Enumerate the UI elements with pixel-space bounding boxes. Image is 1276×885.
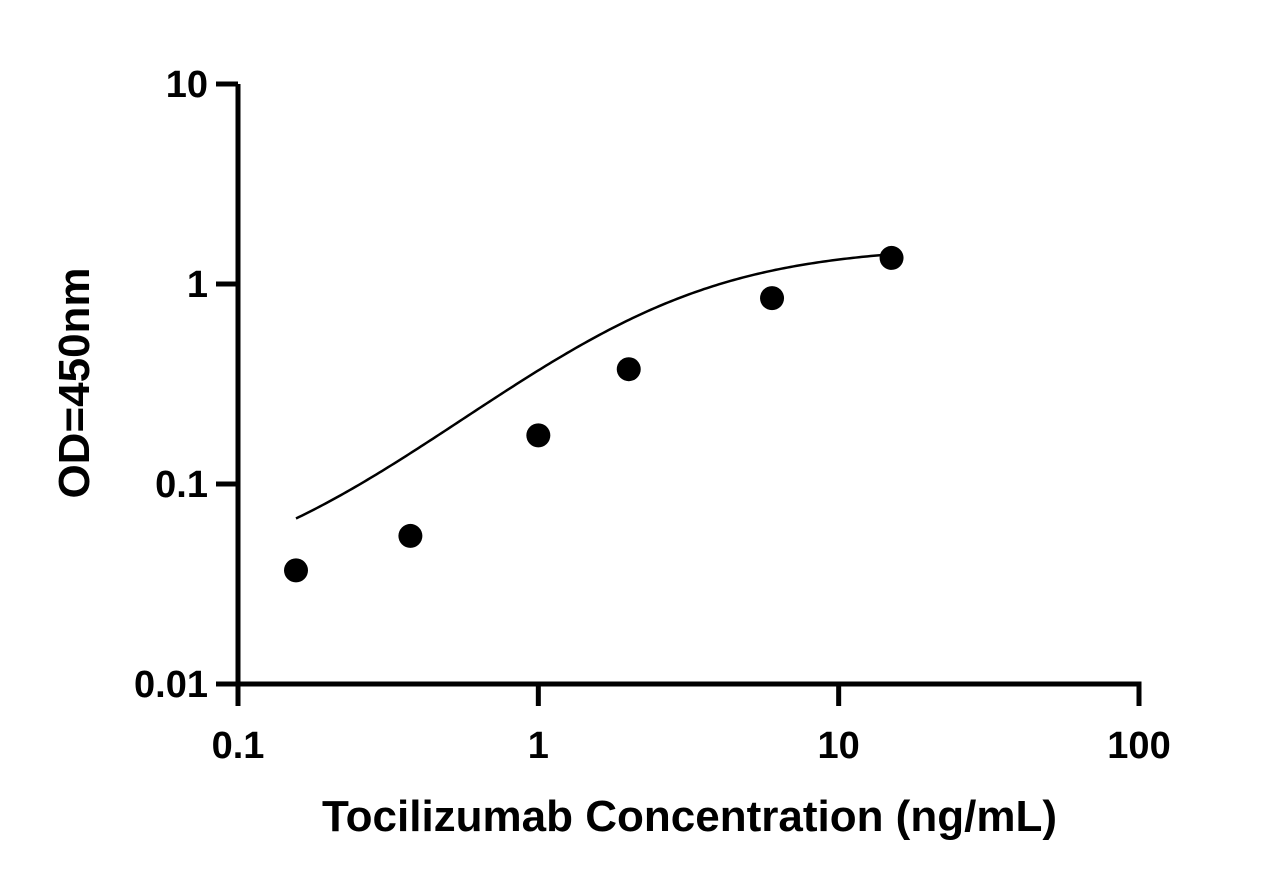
y-axis-title: OD=450nm <box>50 267 99 498</box>
y-tick-label: 10 <box>166 64 208 106</box>
data-point <box>398 523 423 548</box>
y-tick-label: 0.01 <box>134 664 208 706</box>
fit-curve <box>295 252 892 520</box>
x-tick-label: 100 <box>1107 725 1170 767</box>
data-point <box>879 245 904 270</box>
x-tick-label: 0.1 <box>212 725 265 767</box>
y-tick-label: 1 <box>187 264 208 306</box>
data-point <box>526 423 551 448</box>
x-axis-title: Tocilizumab Concentration (ng/mL) <box>322 792 1057 841</box>
y-tick-label: 0.1 <box>155 464 208 506</box>
axes <box>235 84 1142 687</box>
x-tick-label: 10 <box>818 725 860 767</box>
y-ticks: 0.01 0.1 1 10 <box>134 64 238 706</box>
data-point <box>284 558 309 583</box>
x-tick-label: 1 <box>528 725 549 767</box>
data-points <box>284 245 904 583</box>
data-point <box>760 286 785 311</box>
data-point <box>616 357 641 382</box>
x-ticks: 0.1 1 10 100 <box>212 684 1171 767</box>
